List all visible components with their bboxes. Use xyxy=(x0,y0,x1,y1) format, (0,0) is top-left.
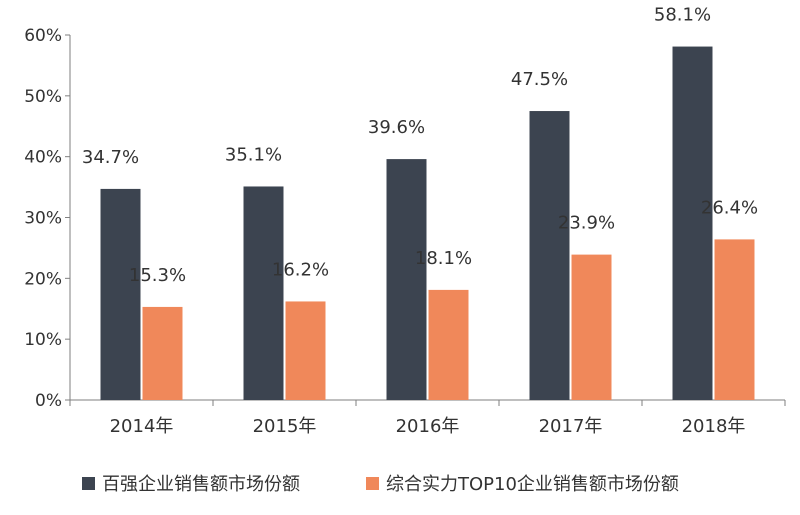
data-label-top100: 47.5% xyxy=(511,69,568,90)
data-label-top10: 23.9% xyxy=(558,213,615,234)
axes: 0% 10% 20% 30% 40% 50% 60% 2014年 2015年 2016年 2017年… xyxy=(24,26,786,437)
bar-top100-share xyxy=(529,111,570,401)
x-tick-label: 2015年 xyxy=(253,416,317,437)
y-tick-label: 50% xyxy=(24,87,62,107)
data-label-top100: 58.1% xyxy=(654,5,711,26)
legend: 百强企业销售额市场份额 综合实力TOP10企业销售额市场份额 xyxy=(82,474,679,495)
y-tick-label: 60% xyxy=(24,26,62,46)
bar-top10-share xyxy=(428,289,469,400)
y-tick-label: 10% xyxy=(24,330,62,350)
data-label-top10: 16.2% xyxy=(272,259,329,280)
x-tick-label: 2018年 xyxy=(682,416,746,437)
y-tick-label: 0% xyxy=(35,391,62,411)
bar-top100-share xyxy=(243,186,284,400)
legend-swatch xyxy=(82,477,95,490)
y-tick-label: 20% xyxy=(24,269,62,289)
data-label-top10: 15.3% xyxy=(129,265,186,286)
y-tick-label: 40% xyxy=(24,148,62,168)
data-label-top100: 39.6% xyxy=(368,117,425,138)
bar-top10-share xyxy=(571,254,612,400)
bar-top10-share xyxy=(714,239,755,400)
x-tick-label: 2014年 xyxy=(110,416,174,437)
bar-top100-share xyxy=(672,46,713,400)
legend-swatch xyxy=(366,477,379,490)
data-label-top10: 18.1% xyxy=(415,248,472,269)
bar-top10-share xyxy=(285,301,326,400)
data-label-top100: 34.7% xyxy=(82,147,139,168)
data-labels: 34.7% 15.3% 35.1% 16.2% 39.6% 18.1% 47.5% 23.9%… xyxy=(82,5,758,286)
bars xyxy=(100,46,755,401)
bar-top100-share xyxy=(386,159,427,400)
y-tick-label: 30% xyxy=(24,209,62,229)
data-label-top100: 35.1% xyxy=(225,144,282,165)
bar-top100-share xyxy=(100,188,141,400)
x-tick-label: 2016年 xyxy=(396,416,460,437)
legend-label: 综合实力TOP10企业销售额市场份额 xyxy=(386,474,679,495)
legend-label: 百强企业销售额市场份额 xyxy=(102,474,300,495)
x-tick-label: 2017年 xyxy=(539,416,603,437)
bar-top10-share xyxy=(142,306,183,400)
data-label-top10: 26.4% xyxy=(701,197,758,218)
